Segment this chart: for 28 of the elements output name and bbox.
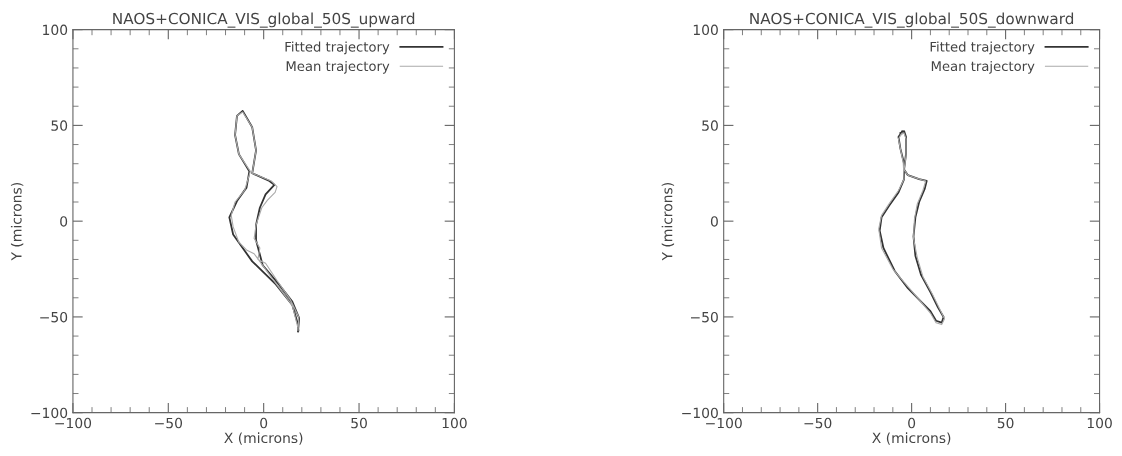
legend-label: Mean trajectory [931, 60, 1035, 74]
x-tick-label: 50 [997, 417, 1014, 429]
legend-label: Fitted trajectory [930, 41, 1035, 55]
y-tick-label: 100 [693, 24, 718, 36]
y-tick-label: 0 [60, 216, 68, 227]
chart-title: NAOS+CONICA_VIS_global_50S_downward [750, 12, 1074, 28]
y-tick-label: −50 [40, 311, 68, 323]
y-tick-label: 50 [51, 120, 68, 131]
chart-title: NAOS+CONICA_VIS_global_50S_upward [113, 12, 415, 28]
x-tick-label: 100 [1087, 417, 1112, 429]
x-tick-label: 0 [260, 417, 268, 429]
x-tick-label: 0 [908, 417, 916, 429]
y-tick-label: −50 [690, 311, 718, 323]
x-axis-title: X (microns) [872, 432, 951, 445]
legend-label: Mean trajectory [286, 60, 390, 74]
x-tick-label: 100 [442, 417, 467, 429]
y-tick-label: −100 [682, 407, 718, 419]
y-tick-label: 0 [710, 216, 718, 227]
y-tick-label: 50 [702, 120, 718, 131]
y-axis-title: Y (microns) [661, 183, 675, 261]
y-axis-title: Y (microns) [10, 183, 24, 261]
x-tick-label: −50 [155, 417, 183, 429]
x-axis-title: X (microns) [224, 432, 303, 445]
y-tick-label: 100 [43, 24, 68, 36]
legend-label: Fitted trajectory [285, 41, 390, 55]
y-tick-label: −100 [31, 407, 68, 419]
x-tick-label: 50 [351, 417, 367, 429]
x-tick-label: −50 [804, 417, 832, 429]
